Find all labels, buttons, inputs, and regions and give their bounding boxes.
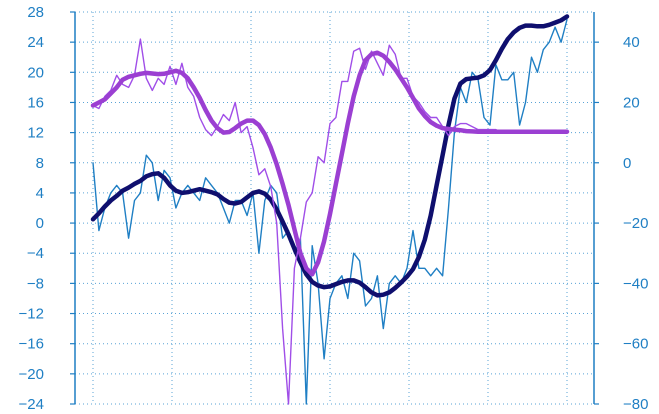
right-tick-label: 20 [623,94,640,111]
right-tick-label: −20 [623,215,648,232]
right-tick-label: 40 [623,34,640,51]
left-tick-label: −4 [27,245,44,262]
left-tick-label: 16 [27,94,44,111]
left-tick-label: 28 [27,4,44,21]
left-tick-label: 4 [36,185,44,202]
series-layer [90,14,570,405]
grid [75,11,594,405]
right-tick-label: −80 [623,396,648,413]
left-tick-label: −12 [19,306,44,323]
right-tick-label: −40 [623,275,648,292]
left-tick-label: 0 [36,215,44,232]
left-tick-label: 24 [27,34,44,51]
left-tick-label: −20 [19,366,44,383]
axes [74,12,595,404]
left-axis-ticks: 28 24 20 16 12 8 4 0 −4 −8 −12 −16 −20 −24 [19,4,75,413]
left-tick-label: 12 [27,125,44,142]
left-tick-label: −16 [19,336,44,353]
left-tick-label: 20 [27,64,44,81]
right-tick-label: 0 [623,155,631,172]
right-tick-label: −60 [623,336,648,353]
left-tick-label: −8 [27,275,44,292]
left-tick-label: −24 [19,396,44,413]
navy-smooth-series [90,14,570,298]
purple-smooth-series [90,50,570,277]
right-axis-ticks: 40 20 0 −20 −40 −60 −80 [594,34,648,413]
left-tick-label: 8 [36,155,44,172]
